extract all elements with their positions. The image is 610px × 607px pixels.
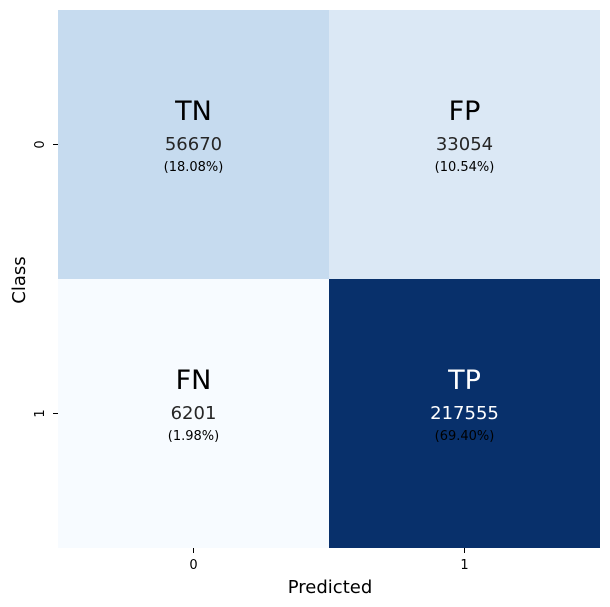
cell-label-fp: FP [449,96,481,127]
cell-label-tp: TP [447,365,481,396]
cell-label-tn: TN [174,96,212,127]
heatmap-cell-fp [329,10,600,279]
y-axis-label: Class [9,256,30,303]
y-tick-label-0: 0 [33,140,48,148]
cell-count-tn: 56670 [165,134,222,155]
heatmap-cell-fn [58,279,329,548]
cell-percent-tn: (18.08%) [164,160,224,175]
cell-count-fp: 33054 [436,134,493,155]
cell-count-tp: 217555 [430,403,499,424]
heatmap-cell-tn [58,10,329,279]
cell-percent-fn: (1.98%) [168,429,219,444]
heatmap-cell-tp [329,279,600,548]
cell-label-fn: FN [176,365,212,396]
axes: 0 1 0 1 [33,140,469,573]
cell-count-fn: 6201 [171,403,217,424]
x-axis-label: Predicted [288,577,373,598]
x-tick-label-1: 1 [460,558,468,573]
cell-percent-tp: (69.40%) [435,429,495,444]
y-tick-label-1: 1 [33,409,48,417]
x-tick-label-0: 0 [189,558,197,573]
cell-percent-fp: (10.54%) [435,160,495,175]
heatmap-cells: TN 56670 (18.08%) FP 33054 (10.54%) FN 6201 (1.9… [58,10,600,548]
